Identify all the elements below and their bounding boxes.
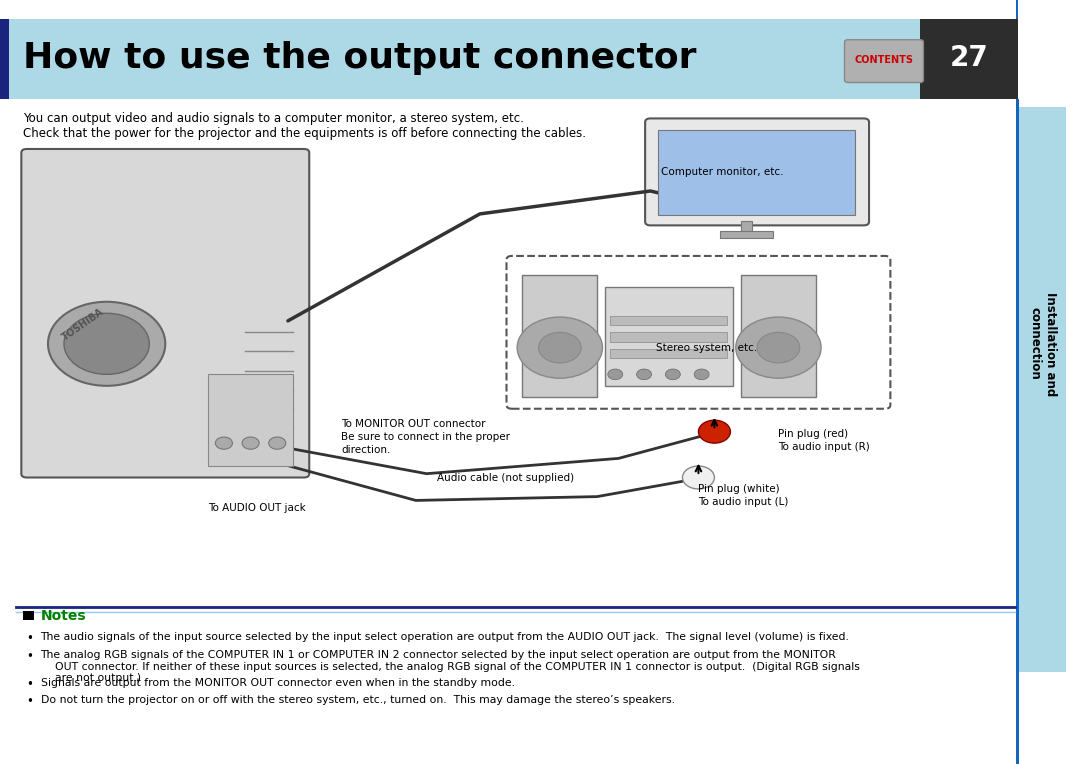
Text: The audio signals of the input source selected by the input select operation are: The audio signals of the input source se… — [41, 632, 849, 642]
Bar — [208, 374, 294, 466]
Text: Signals are output from the MONITOR OUT connector even when in the standby mode.: Signals are output from the MONITOR OUT … — [41, 678, 514, 688]
Bar — [610, 349, 727, 358]
Point — [239, 347, 252, 356]
Bar — [0, 19, 1018, 99]
Bar — [610, 316, 727, 325]
Text: To audio input (L): To audio input (L) — [699, 497, 788, 507]
Text: Check that the power for the projector and the equipments is off before connecti: Check that the power for the projector a… — [24, 127, 586, 141]
Circle shape — [757, 332, 799, 363]
Bar — [1016, 99, 1020, 764]
Circle shape — [735, 317, 821, 378]
Text: CONTENTS: CONTENTS — [854, 55, 914, 66]
Point — [239, 328, 252, 337]
Text: Do not turn the projector on or off with the stereo system, etc., turned on.  Th: Do not turn the projector on or off with… — [41, 695, 675, 705]
Circle shape — [517, 317, 603, 378]
Point — [239, 366, 252, 375]
Bar — [605, 286, 732, 386]
Point — [287, 404, 300, 413]
Point — [287, 385, 300, 394]
Text: You can output video and audio signals to a computer monitor, a stereo system, e: You can output video and audio signals t… — [24, 112, 524, 125]
Bar — [610, 332, 727, 342]
Text: •: • — [27, 632, 33, 645]
Text: How to use the output connector: How to use the output connector — [24, 41, 697, 75]
Bar — [741, 275, 815, 397]
FancyBboxPatch shape — [22, 149, 309, 478]
Text: To audio input (R): To audio input (R) — [779, 442, 870, 452]
Circle shape — [539, 332, 581, 363]
Text: To AUDIO OUT jack: To AUDIO OUT jack — [208, 503, 306, 513]
Text: 27: 27 — [950, 44, 988, 72]
Text: The analog RGB signals of the COMPUTER IN 1 or COMPUTER IN 2 connector selected : The analog RGB signals of the COMPUTER I… — [41, 650, 860, 683]
Circle shape — [694, 369, 710, 380]
Point — [287, 347, 300, 356]
Point — [287, 328, 300, 337]
Text: Computer monitor, etc.: Computer monitor, etc. — [661, 167, 784, 177]
Circle shape — [665, 369, 680, 380]
Text: Notes: Notes — [41, 609, 86, 623]
Circle shape — [48, 302, 165, 386]
Bar — [24, 611, 35, 620]
FancyBboxPatch shape — [845, 40, 923, 83]
Bar — [1018, 107, 1066, 672]
Text: Stereo system, etc.: Stereo system, etc. — [656, 342, 757, 353]
Text: Installation and
connection: Installation and connection — [1029, 292, 1057, 396]
Circle shape — [683, 466, 715, 489]
Text: To MONITOR OUT connector: To MONITOR OUT connector — [341, 419, 486, 429]
Text: direction.: direction. — [341, 445, 391, 455]
Circle shape — [215, 437, 232, 449]
Circle shape — [242, 437, 259, 449]
FancyBboxPatch shape — [645, 118, 869, 225]
Bar — [1016, 0, 1018, 99]
Text: •: • — [27, 650, 33, 663]
Point — [239, 423, 252, 432]
Bar — [741, 221, 752, 233]
Point — [239, 385, 252, 394]
Text: •: • — [27, 678, 33, 691]
Bar — [719, 231, 773, 238]
Bar — [0, 19, 9, 99]
Bar — [920, 19, 1018, 99]
Text: Pin plug (red): Pin plug (red) — [779, 429, 849, 439]
Bar — [523, 275, 597, 397]
Circle shape — [608, 369, 623, 380]
Text: Audio cable (not supplied): Audio cable (not supplied) — [437, 472, 575, 483]
Circle shape — [699, 420, 730, 443]
Point — [287, 366, 300, 375]
Circle shape — [64, 313, 149, 374]
Point — [239, 404, 252, 413]
Point — [287, 423, 300, 432]
Text: TOSHIBA: TOSHIBA — [60, 306, 106, 343]
Circle shape — [636, 369, 651, 380]
Bar — [658, 130, 855, 215]
Text: •: • — [27, 695, 33, 708]
Circle shape — [269, 437, 286, 449]
Text: Pin plug (white): Pin plug (white) — [699, 484, 780, 494]
Text: Be sure to connect in the proper: Be sure to connect in the proper — [341, 432, 510, 442]
